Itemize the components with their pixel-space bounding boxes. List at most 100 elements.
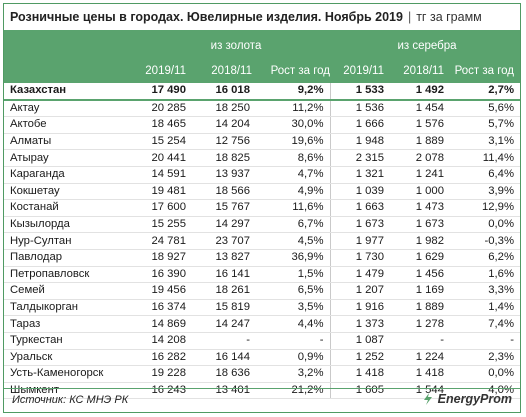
table-row: Алматы 15 254 12 756 19,6% 1 948 1 889 3,1% (4, 133, 520, 151)
silver-2019-cell: 1 039 (329, 183, 390, 201)
source-note: Источник: КС МНЭ РК (12, 394, 129, 406)
gold-2019-cell: 24 781 (130, 232, 192, 250)
title-separator: | (407, 10, 412, 24)
silver-2018-cell: 1 673 (390, 216, 450, 234)
gold-2019-cell: 18 927 (130, 249, 192, 267)
table-row: Петропавловск 16 390 16 141 1,5% 1 479 1 456 1… (4, 266, 520, 284)
silver-2018-cell: 1 169 (390, 282, 450, 300)
table-row: Павлодар 18 927 13 827 36,9% 1 730 1 629 6,2% (4, 249, 520, 267)
silver-2019-cell: 1 666 (329, 116, 390, 134)
silver-2019-cell: 1 252 (329, 349, 390, 367)
silver-growth-cell: 3,9% (450, 183, 520, 201)
silver-growth-cell: 2,3% (450, 349, 520, 367)
silver-2019-cell: 1 977 (329, 232, 390, 250)
table-row: Туркестан 14 208- -1 087- - (4, 332, 520, 350)
city-cell: Шымкент (4, 382, 130, 400)
silver-2019-cell: 1 207 (329, 282, 390, 300)
gold-2019-cell: 19 228 (130, 365, 192, 383)
silver-2019-cell: 1 418 (329, 365, 390, 383)
city-cell: Тараз (4, 315, 130, 333)
gold-2019-cell: 16 390 (130, 266, 192, 284)
table-title: Розничные цены в городах. Ювелирные изде… (10, 10, 403, 24)
gold-growth-cell: 6,5% (256, 282, 330, 300)
gold-2019-cell: 16 282 (130, 349, 192, 367)
gold-2019-cell: 14 591 (130, 166, 192, 184)
silver-2018-cell: 1 576 (390, 116, 450, 134)
gold-growth-cell: 4,9% (256, 183, 330, 201)
gold-2018-cell: 18 566 (192, 183, 256, 201)
table-row: Кызылорда 15 255 14 297 6,7% 1 673 1 673 0,0% (4, 216, 520, 234)
gold-2018-cell: 12 756 (192, 133, 256, 151)
gold-2019-cell: 14 208 (130, 332, 192, 350)
gold-growth-cell: 36,9% (256, 249, 330, 267)
table-header: из золота из серебра 2019/11 2018/11 Рос… (4, 30, 520, 83)
table-row: Усть-Каменогорск 19 228 18 636 3,2% 1 418 1 4… (4, 365, 520, 383)
brand-logo: EnergyProm (421, 392, 512, 406)
city-cell: Павлодар (4, 249, 130, 267)
silver-growth-cell: 4,0% (450, 382, 520, 400)
silver-growth-cell: 5,7% (450, 116, 520, 134)
gold-growth-cell: 0,9% (256, 349, 330, 367)
silver-growth-cell: 11,4% (450, 149, 520, 167)
gold-growth-cell: 4,5% (256, 232, 330, 250)
gold-growth-cell: 3,2% (256, 365, 330, 383)
silver-2018-cell: - (390, 332, 450, 350)
gold-growth-cell: 19,6% (256, 133, 330, 151)
gold-growth-cell: 30,0% (256, 116, 330, 134)
silver-2019-cell: 2 315 (329, 149, 390, 167)
gold-growth-cell: 4,7% (256, 166, 330, 184)
gold-2019-cell: 17 490 (130, 83, 192, 101)
gold-2018-cell: 13 827 (192, 249, 256, 267)
table-row: Уральск 16 282 16 144 0,9% 1 252 1 224 2,3% (4, 349, 520, 367)
gold-2019-cell: 19 456 (130, 282, 192, 300)
silver-growth-cell: 6,4% (450, 166, 520, 184)
gold-2019-cell: 15 255 (130, 216, 192, 234)
gold-2018-cell: 15 819 (192, 299, 256, 317)
city-cell: Костанай (4, 199, 130, 217)
unit-label: тг за грамм (416, 10, 482, 24)
gold-2019-cell: 20 285 (130, 99, 192, 118)
city-cell: Кызылорда (4, 216, 130, 234)
gold-2018-cell: 18 825 (192, 149, 256, 167)
gold-growth-cell: 11,2% (256, 99, 330, 118)
gold-2018-cell: 13 401 (192, 382, 256, 400)
gold-growth-cell: 8,6% (256, 149, 330, 167)
gold-2018-cell: 15 767 (192, 199, 256, 217)
silver-growth-cell: 7,4% (450, 315, 520, 333)
table-title-bar: Розничные цены в городах. Ювелирные изде… (4, 4, 520, 30)
total-row: Казахстан 17 490 16 018 9,2% 1 533 1 492 2,7% (4, 83, 520, 101)
table-row: Костанай 17 600 15 767 11,6% 1 663 1 473 12,9% (4, 199, 520, 217)
prices-table: Казахстан 17 490 16 018 9,2% 1 533 1 492 2,7% А… (4, 83, 520, 400)
gold-2019-cell: 17 600 (130, 199, 192, 217)
silver-2018-cell: 1 456 (390, 266, 450, 284)
city-cell: Туркестан (4, 332, 130, 350)
silver-2018-cell: 1 224 (390, 349, 450, 367)
city-cell: Кокшетау (4, 183, 130, 201)
silver-2019-cell: 1 087 (329, 332, 390, 350)
gold-2019-cell: 14 869 (130, 315, 192, 333)
gold-growth-cell: 1,5% (256, 266, 330, 284)
gold-2018-cell: 14 297 (192, 216, 256, 234)
city-cell: Петропавловск (4, 266, 130, 284)
gold-2018-cell: 16 141 (192, 266, 256, 284)
city-cell: Усть-Каменогорск (4, 365, 130, 383)
silver-growth-cell: 0,0% (450, 216, 520, 234)
silver-2019-cell: 1 663 (329, 199, 390, 217)
silver-growth-cell: -0,3% (450, 232, 520, 250)
table-row: Талдыкорган 16 374 15 819 3,5% 1 916 1 889 1,4… (4, 299, 520, 317)
silver-growth-cell: 3,1% (450, 133, 520, 151)
silver-2018-cell: 1 889 (390, 299, 450, 317)
silver-2018-cell: 1 544 (390, 382, 450, 400)
silver-2018-cell: 1 418 (390, 365, 450, 383)
gold-growth-cell: 4,4% (256, 315, 330, 333)
city-cell: Казахстан (4, 83, 130, 101)
city-cell: Актау (4, 99, 130, 118)
gold-2019-cell: 16 374 (130, 299, 192, 317)
silver-group-header: из серебра (397, 40, 457, 52)
silver-growth-cell: 1,4% (450, 299, 520, 317)
silver-2018-cell: 1 473 (390, 199, 450, 217)
table-row: Шымкент 16 243 13 401 21,2% 1 605 1 544 4,0% (4, 382, 520, 400)
table-row: Актау 20 285 18 250 11,2% 1 536 1 454 5,6% (4, 99, 520, 118)
gold-2019-cell: 16 243 (130, 382, 192, 400)
silver-growth-cell: 12,9% (450, 199, 520, 217)
